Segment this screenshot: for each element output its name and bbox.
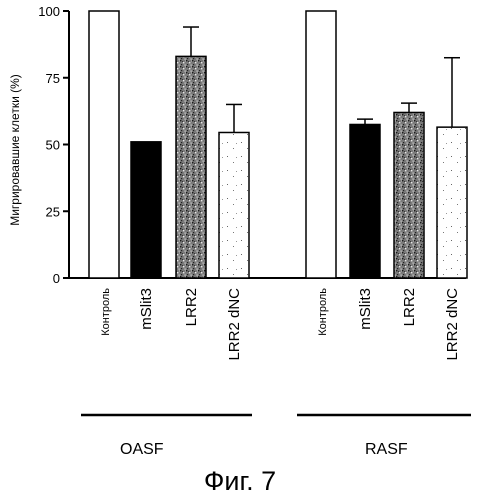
bar-oasf-3 xyxy=(175,55,207,279)
x-tick-label: Контроль xyxy=(317,288,329,336)
y-axis-title-group: Мигрировавшие клетки (%) xyxy=(8,74,22,226)
x-tick-labels: Контроль mSlit3 LRR2 LRR2 dNC Контроль mSlit3… xyxy=(100,288,461,361)
x-tick-label: mSlit3 xyxy=(138,288,155,330)
bar-oasf-4 xyxy=(218,131,250,279)
bar-oasf-1 xyxy=(88,10,120,279)
x-tick-label: Контроль xyxy=(100,288,112,336)
bar-rasf-4 xyxy=(436,126,468,279)
y-tick-label: 75 xyxy=(46,71,60,86)
bars xyxy=(88,10,468,279)
y-axis-title: Мигрировавшие клетки (%) xyxy=(8,74,22,226)
bar-rasf-1 xyxy=(305,10,337,279)
group-labels: OASF RASF xyxy=(81,413,471,458)
bar-rasf-2 xyxy=(349,123,381,279)
x-tick-label: LRR2 dNC xyxy=(226,288,243,361)
y-tick-label: 0 xyxy=(53,271,60,286)
x-tick-label: mSlit3 xyxy=(357,288,374,330)
y-tick-label: 100 xyxy=(38,4,60,19)
y-tick-label: 50 xyxy=(46,138,60,153)
x-tick-label: LRR2 dNC xyxy=(444,288,461,361)
y-tick-label: 25 xyxy=(46,204,60,219)
bar-rasf-3 xyxy=(393,111,425,279)
group-label-rasf: RASF xyxy=(365,441,408,458)
x-tick-label: LRR2 xyxy=(401,288,418,326)
x-tick-label: LRR2 xyxy=(183,288,200,326)
group-label-oasf: OASF xyxy=(120,441,164,458)
bar-oasf-2 xyxy=(130,141,162,279)
figure-caption: Фиг. 7 xyxy=(204,466,276,496)
